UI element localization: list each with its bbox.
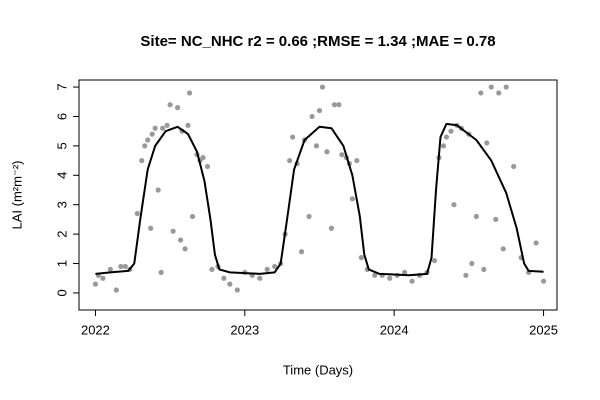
data-point — [409, 278, 415, 284]
data-point — [160, 125, 166, 131]
x-tick-label: 2022 — [81, 322, 110, 337]
y-axis-label: LAI (m²m⁻²) — [9, 161, 24, 230]
data-point — [272, 263, 278, 270]
data-point — [402, 269, 408, 275]
data-point — [200, 155, 206, 161]
data-point — [469, 260, 475, 267]
data-point — [287, 157, 293, 164]
data-point — [309, 113, 315, 120]
data-point — [349, 196, 355, 202]
data-point — [257, 275, 263, 281]
data-point — [313, 143, 320, 149]
data-point — [387, 275, 393, 281]
data-point — [493, 216, 499, 223]
data-point — [488, 84, 494, 90]
data-point — [113, 287, 119, 293]
y-tick-label: 5 — [54, 142, 69, 149]
data-point — [142, 143, 148, 149]
data-point — [164, 122, 170, 128]
data-point — [463, 272, 469, 278]
data-point — [443, 134, 450, 140]
y-tick-label: 7 — [54, 83, 69, 90]
data-point — [324, 149, 330, 155]
data-point — [185, 122, 191, 128]
data-point — [204, 163, 211, 170]
data-point — [306, 213, 312, 220]
data-point — [500, 246, 506, 252]
x-tick-label: 2023 — [230, 322, 259, 337]
data-point — [496, 90, 502, 96]
data-point — [145, 137, 151, 143]
y-tick-label: 3 — [54, 201, 69, 208]
y-tick-label: 2 — [54, 231, 69, 238]
data-point — [186, 90, 193, 96]
data-point — [354, 157, 360, 164]
data-point — [139, 157, 145, 164]
data-point — [440, 143, 447, 149]
x-axis-label: Time (Days) — [283, 362, 353, 377]
data-point — [189, 213, 196, 220]
data-point — [100, 275, 106, 281]
data-point — [158, 269, 164, 275]
y-tick-label: 6 — [54, 113, 69, 120]
data-point — [167, 102, 173, 108]
data-point — [331, 102, 338, 108]
data-point — [540, 278, 547, 284]
data-point — [372, 272, 378, 278]
data-point — [264, 266, 270, 273]
data-point — [149, 131, 155, 137]
data-point — [339, 152, 345, 158]
plot-box — [78, 79, 558, 311]
data-point — [134, 210, 140, 217]
data-point — [118, 263, 124, 270]
data-point — [478, 90, 484, 96]
data-point — [473, 213, 479, 220]
data-point — [148, 225, 154, 231]
data-point — [177, 237, 184, 243]
data-point — [451, 202, 457, 208]
data-point — [170, 228, 176, 234]
data-point — [107, 266, 113, 273]
data-point — [221, 275, 227, 281]
data-point — [174, 105, 181, 111]
data-point — [503, 84, 509, 90]
data-point — [328, 225, 335, 231]
data-point — [234, 287, 240, 293]
data-point — [533, 240, 539, 246]
fit-line — [95, 122, 544, 277]
y-tick-label: 0 — [54, 289, 69, 296]
data-point — [209, 266, 215, 273]
data-point — [481, 266, 487, 273]
x-tick-label: 2024 — [380, 322, 409, 337]
data-point — [484, 140, 490, 146]
data-point — [358, 255, 364, 261]
data-point — [316, 107, 323, 114]
y-tick-label: 1 — [54, 260, 69, 267]
data-point — [122, 263, 128, 270]
x-tick-label: 2025 — [529, 322, 558, 337]
data-point — [152, 125, 158, 131]
data-point — [290, 134, 296, 140]
data-point — [227, 281, 233, 287]
data-point — [511, 163, 517, 170]
data-point — [319, 84, 326, 90]
chart-title: Site= NC_NHC r2 = 0.66 ;RMSE = 1.34 ;MAE… — [140, 33, 495, 50]
data-point — [92, 281, 99, 287]
data-point — [155, 187, 161, 193]
data-point — [336, 102, 342, 108]
data-point — [182, 246, 188, 252]
data-point — [298, 249, 305, 255]
data-point — [431, 257, 438, 264]
y-tick-label: 4 — [54, 172, 69, 179]
data-point — [448, 128, 454, 134]
